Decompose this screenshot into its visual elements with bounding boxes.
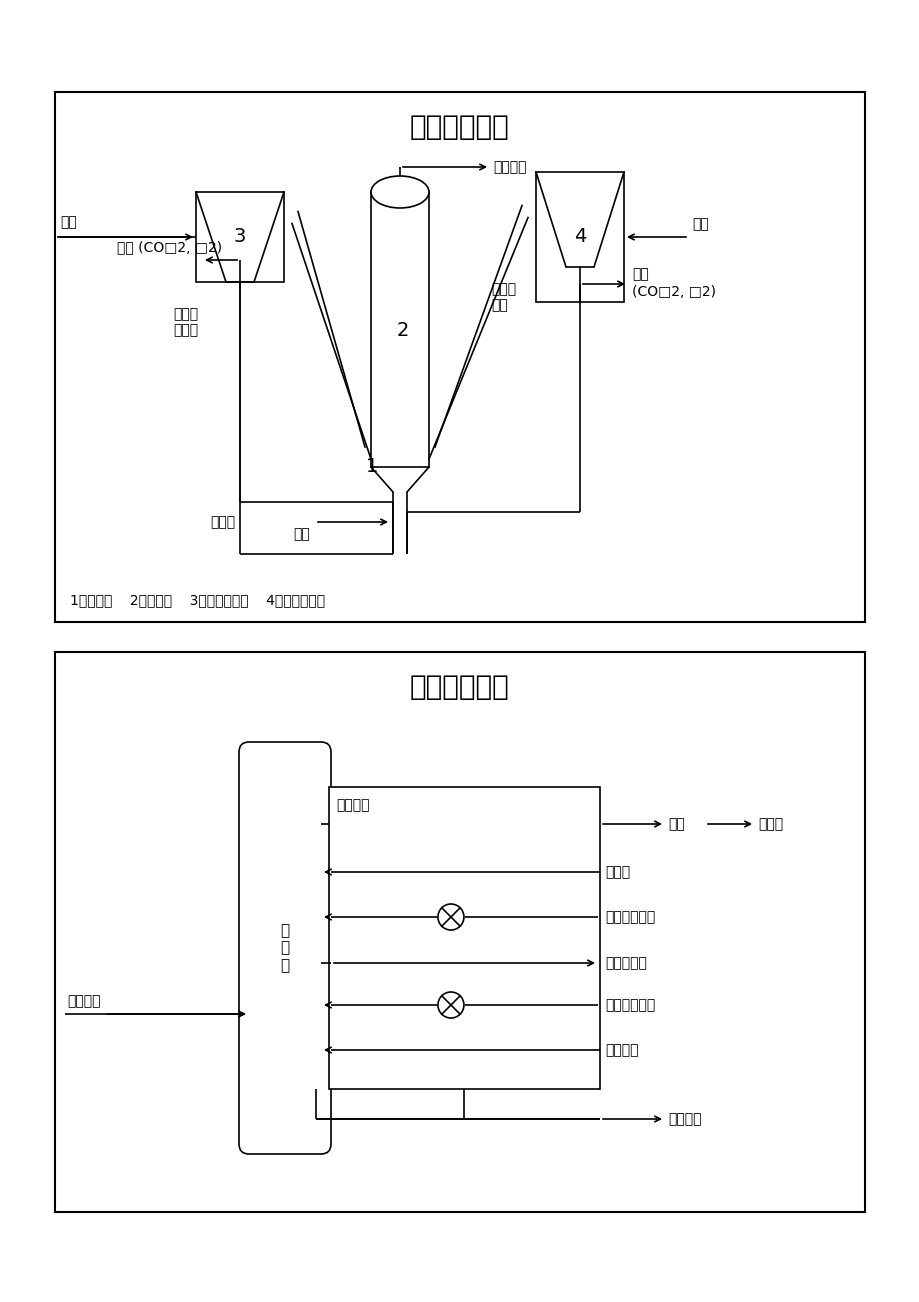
Text: 1、提升管    2、沉降器    3、第一再生器    4、第二再生器: 1、提升管 2、沉降器 3、第一再生器 4、第二再生器 [70, 592, 324, 607]
Bar [196, 191, 284, 283]
Circle shape [437, 992, 463, 1018]
Text: 重循环油循环: 重循环油循环 [605, 999, 654, 1012]
Text: 富气: 富气 [667, 816, 684, 831]
FancyBboxPatch shape [239, 742, 331, 1154]
Text: 3: 3 [233, 228, 246, 246]
Text: 压缩机: 压缩机 [757, 816, 782, 831]
Text: 反应再生系统: 反应再生系统 [410, 113, 509, 141]
Text: 反应油气: 反应油气 [67, 993, 100, 1008]
Circle shape [437, 904, 463, 930]
Text: 再生催
化剂: 再生催 化剂 [491, 283, 516, 312]
Text: 烟气 (CO□2, □2): 烟气 (CO□2, □2) [117, 240, 221, 254]
Text: 烟气: 烟气 [631, 267, 648, 281]
Text: 循环油泵: 循环油泵 [605, 1043, 638, 1057]
Bar [536, 172, 623, 302]
Text: 分
馏
塔: 分 馏 塔 [280, 923, 289, 973]
Text: 油气分离系统: 油气分离系统 [410, 673, 509, 700]
Text: 产品油浆: 产品油浆 [667, 1112, 701, 1126]
Text: 反应油气: 反应油气 [493, 160, 526, 174]
Bar [370, 191, 428, 467]
Ellipse shape [370, 176, 428, 208]
Text: 提升风: 提升风 [210, 516, 234, 529]
Bar [329, 786, 599, 1088]
Bar [55, 92, 864, 622]
Text: 塔顶油气: 塔顶油气 [335, 798, 369, 812]
Text: 重石脑油循环: 重石脑油循环 [605, 910, 654, 924]
Text: 4: 4 [573, 228, 585, 246]
Text: 1: 1 [366, 457, 378, 477]
Text: (CO□2, □2): (CO□2, □2) [631, 285, 715, 299]
Text: 轻柴油产品: 轻柴油产品 [605, 956, 646, 970]
Text: 主风: 主风 [60, 215, 76, 229]
Text: 粗汽油: 粗汽油 [605, 865, 630, 879]
Text: 半再生
催化剂: 半再生 催化剂 [173, 307, 198, 337]
Text: 主风: 主风 [691, 217, 708, 230]
Text: 原料: 原料 [293, 527, 310, 542]
Bar [55, 652, 864, 1212]
Text: 2: 2 [396, 320, 409, 340]
